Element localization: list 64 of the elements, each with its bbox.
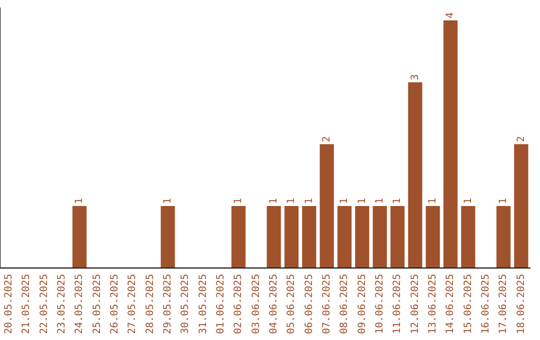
- x-tick-label: 28.05.2025: [144, 274, 156, 334]
- bar: [320, 144, 334, 268]
- x-tick-label: 04.06.2025: [268, 274, 280, 334]
- bar: [266, 206, 281, 268]
- x-tick-label: 20.05.2025: [3, 274, 14, 334]
- data-label: 1: [268, 198, 280, 204]
- data-label: 2: [516, 136, 527, 142]
- x-tick-label: 13.06.2025: [427, 274, 438, 334]
- x-tick-label: 12.06.2025: [410, 274, 421, 334]
- bar: [496, 206, 511, 268]
- bar: [355, 206, 370, 268]
- x-tick-label: 17.06.2025: [498, 274, 510, 334]
- x-tick-label: 25.05.2025: [92, 274, 103, 334]
- bar: [514, 144, 528, 268]
- bar: [160, 206, 175, 268]
- x-tick-label: 24.05.2025: [74, 274, 86, 334]
- x-tick-label: 01.06.2025: [215, 274, 226, 334]
- bar: [231, 206, 246, 268]
- data-label: 1: [427, 198, 438, 204]
- x-tick-label: 09.06.2025: [356, 274, 368, 334]
- x-tick-label: 29.05.2025: [162, 274, 174, 334]
- bar: [302, 206, 316, 268]
- bar: [372, 206, 387, 268]
- x-tick-label: 07.06.2025: [321, 274, 332, 334]
- bar: [443, 20, 458, 268]
- bar: [337, 206, 352, 268]
- data-label: 4: [445, 12, 456, 18]
- x-tick-label: 10.06.2025: [374, 274, 386, 334]
- data-label: 1: [304, 198, 315, 204]
- data-label: 1: [356, 198, 368, 204]
- data-label: 1: [462, 198, 474, 204]
- x-tick-label: 15.06.2025: [462, 274, 474, 334]
- x-tick-label: 02.06.2025: [233, 274, 244, 334]
- data-label: 1: [233, 198, 244, 204]
- x-tick-label: 23.05.2025: [56, 274, 68, 334]
- x-tick-label: 27.05.2025: [127, 274, 138, 334]
- data-label: 1: [286, 198, 298, 204]
- bar: [284, 206, 299, 268]
- data-label: 1: [498, 198, 510, 204]
- bar: [408, 82, 422, 268]
- data-label: 3: [410, 74, 421, 80]
- x-tick-label: 14.06.2025: [445, 274, 456, 334]
- x-tick-label: 06.06.2025: [304, 274, 315, 334]
- x-tick-label: 26.05.2025: [109, 274, 120, 334]
- x-tick-label: 18.06.2025: [516, 274, 527, 334]
- x-tick-label: 30.05.2025: [180, 274, 192, 334]
- data-label: 1: [162, 198, 174, 204]
- data-label: 1: [74, 198, 86, 204]
- x-tick-label: 31.05.2025: [198, 274, 209, 334]
- data-label: 1: [374, 198, 386, 204]
- bar: [461, 206, 476, 268]
- x-tick-label: 03.06.2025: [250, 274, 262, 334]
- data-label: 1: [392, 198, 404, 204]
- bar: [390, 206, 405, 268]
- data-label: 1: [339, 198, 350, 204]
- x-tick-label: 11.06.2025: [392, 274, 404, 334]
- x-tick-label: 08.06.2025: [339, 274, 350, 334]
- bar: [426, 206, 440, 268]
- bar: [72, 206, 87, 268]
- x-tick-label: 21.05.2025: [21, 274, 32, 334]
- x-tick-label: 22.05.2025: [38, 274, 50, 334]
- x-tick-label: 05.06.2025: [286, 274, 298, 334]
- x-tick-label: 16.06.2025: [480, 274, 492, 334]
- data-label: 2: [321, 136, 332, 142]
